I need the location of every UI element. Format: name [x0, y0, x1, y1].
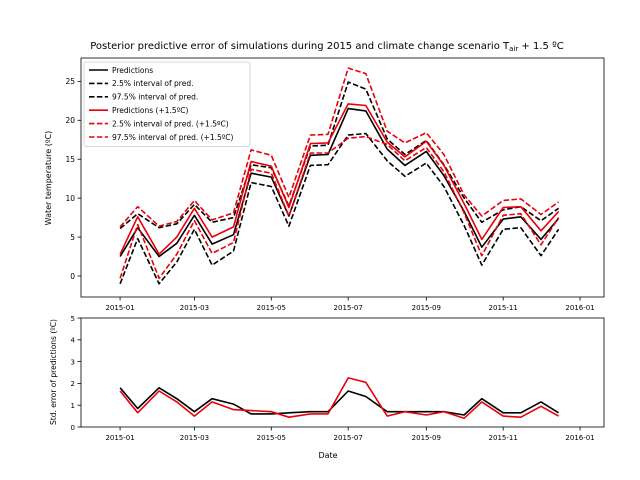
bottom-plot-y-tick-label: 2	[71, 380, 75, 388]
top-plot-area: 2015-01 2015-03 2015-05 2015-07 2015-09 2015-…	[65, 57, 605, 312]
legend-label: 97.5% interval of pred. (+1.5ºC)	[112, 133, 234, 142]
top-plot-x-tick-label: 2015-09	[412, 304, 441, 312]
bottom-plot-x-tick-label: 2015-01	[105, 434, 134, 442]
bottom-plot-x-tick-label: 2015-03	[180, 434, 209, 442]
top-plot-frame	[80, 57, 605, 298]
bottom-plot-y-tick-label: 0	[71, 424, 75, 432]
top-plot-x-tick-label: 2015-01	[105, 304, 134, 312]
top-plot-y-tick-label: 0	[70, 272, 75, 281]
top-plot-y-tick-label: 20	[65, 116, 75, 125]
bottom-plot-x-tick-label: 2015-09	[412, 434, 441, 442]
legend: Predictions 2.5% interval of pred. 97.5% i…	[83, 61, 251, 147]
x-axis-label-bottom: Date	[318, 451, 337, 460]
top-plot-x-tick-label: 2015-03	[180, 304, 209, 312]
bottom-plot-y-tick-label: 5	[71, 315, 75, 323]
legend-label: Predictions (+1.5ºC)	[112, 106, 188, 115]
bottom-plot-series-0	[119, 386, 560, 416]
chart-title: Posterior predictive error of simulation…	[90, 41, 564, 53]
bottom-plot-x-tick-label: 2016-01	[565, 434, 594, 442]
legend-label: Predictions	[112, 66, 153, 75]
top-plot-series-0	[119, 107, 560, 258]
top-plot-y-tick-label: 15	[65, 155, 75, 164]
legend-box	[83, 61, 251, 147]
top-plot-series-4	[119, 135, 560, 280]
bottom-plot-x-tick-label: 2015-05	[257, 434, 286, 442]
top-plot-series-1	[119, 132, 560, 285]
legend-label: 97.5% interval of pred.	[112, 93, 198, 102]
y-axis-label-bottom: Std. error of predictions (ºC)	[49, 319, 58, 425]
top-plot-series-3	[119, 103, 560, 255]
top-plot-series-2	[119, 81, 560, 230]
top-plot-x-tick-label: 2015-11	[489, 304, 518, 312]
top-plot-x-tick-label: 2015-05	[257, 304, 286, 312]
legend-label: 2.5% interval of pred. (+1.5ºC)	[112, 119, 229, 128]
bottom-plot-frame	[80, 317, 605, 428]
bottom-plot-y-tick-label: 3	[71, 358, 75, 366]
bottom-plot-series-1	[119, 377, 559, 420]
top-plot-y-tick-label: 25	[65, 77, 75, 86]
top-plot-series-5	[119, 67, 560, 228]
y-axis-label-top: Water temperature (ºC)	[44, 131, 53, 226]
top-plot-x-tick-label: 2015-07	[334, 304, 363, 312]
top-plot-y-tick-label: 5	[70, 233, 75, 242]
bottom-plot-x-tick-label: 2015-11	[489, 434, 518, 442]
top-plot-x-tick-label: 2016-01	[565, 304, 594, 312]
legend-label: 2.5% interval of pred.	[112, 79, 193, 88]
bottom-plot-y-tick-label: 1	[71, 402, 75, 410]
bottom-plot-x-tick-label: 2015-07	[334, 434, 363, 442]
bottom-plot-y-tick-label: 4	[71, 337, 76, 345]
bottom-plot-area: 2015-01 2015-03 2015-05 2015-07 2015-09 2015-…	[71, 315, 605, 442]
top-plot-y-tick-label: 10	[65, 194, 75, 203]
